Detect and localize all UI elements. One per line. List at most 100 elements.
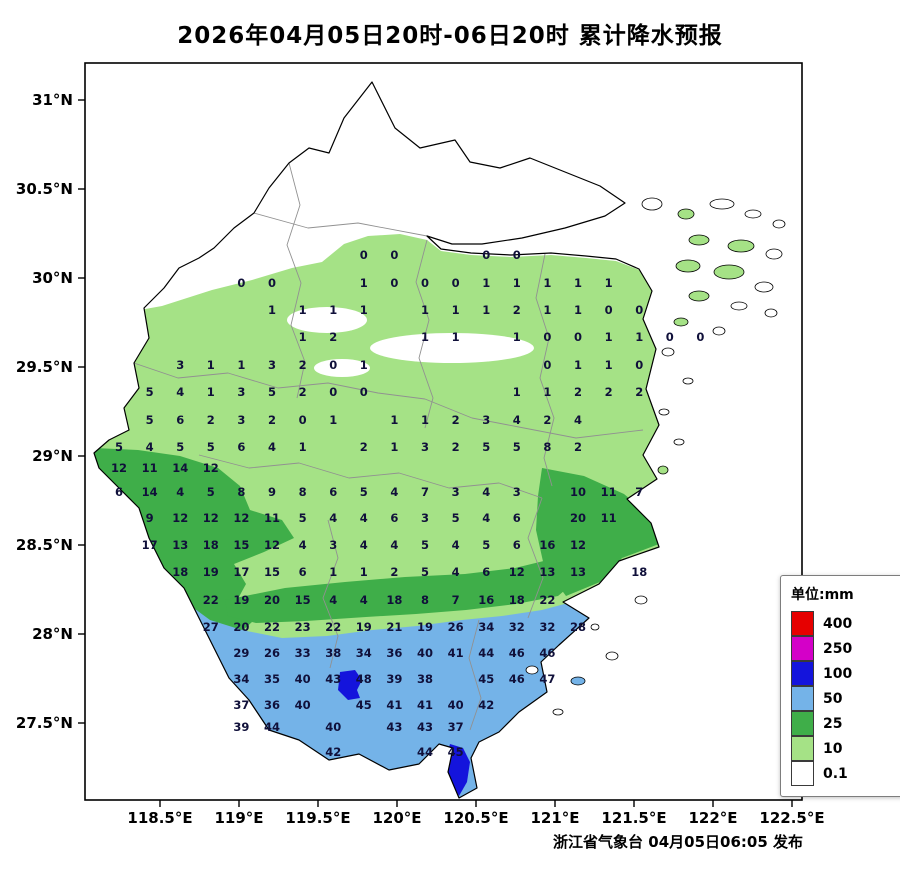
precip-value: 6 — [329, 485, 337, 499]
precip-value: 22 — [203, 593, 219, 607]
precip-value: 4 — [452, 565, 460, 579]
precip-value: 2 — [268, 413, 276, 427]
precip-value: 2 — [299, 385, 307, 399]
plot-frame — [84, 62, 803, 801]
island — [552, 708, 564, 716]
region-blue-spot — [338, 670, 362, 700]
precip-value: 1 — [635, 330, 643, 344]
precip-value: 12 — [203, 461, 219, 475]
precip-value: 1 — [605, 358, 613, 372]
precip-value: 15 — [295, 593, 311, 607]
precip-value: 41 — [386, 698, 402, 712]
legend-entry: 25 — [791, 710, 897, 736]
precip-value: 4 — [482, 511, 490, 525]
lon-tick-label: 121°E — [530, 809, 579, 827]
precip-value: 1 — [452, 303, 460, 317]
precip-value: 15 — [264, 565, 280, 579]
precip-value: 1 — [482, 303, 490, 317]
page-title: 2026年04月05日20时-06日20时 累计降水预报 — [177, 23, 723, 49]
precip-value: 18 — [172, 565, 188, 579]
precip-value: 5 — [146, 385, 154, 399]
precip-value: 2 — [207, 413, 215, 427]
precip-value: 14 — [142, 485, 158, 499]
precip-value: 1 — [605, 330, 613, 344]
precip-value: 40 — [417, 646, 433, 660]
legend-entry: 250 — [791, 635, 897, 661]
precip-value: 42 — [478, 698, 494, 712]
precip-value: 4 — [176, 485, 184, 499]
precip-value: 4 — [482, 485, 490, 499]
precip-value: 11 — [601, 511, 617, 525]
precip-value: 4 — [268, 440, 276, 454]
precip-value: 5 — [207, 440, 215, 454]
lon-tick-label: 120.5°E — [443, 809, 508, 827]
precip-value: 13 — [570, 565, 586, 579]
precip-value: 17 — [142, 538, 158, 552]
precip-value: 0 — [329, 385, 337, 399]
legend-entry: 10 — [791, 735, 897, 761]
precip-value: 0 — [390, 276, 398, 290]
legend-swatch — [791, 660, 814, 686]
precip-value: 45 — [356, 698, 372, 712]
precip-value: 39 — [233, 720, 249, 734]
legend-swatch — [791, 760, 814, 786]
lon-tick-label: 120°E — [372, 809, 421, 827]
precip-value: 37 — [233, 698, 249, 712]
lat-tick-label: 28.5°N — [16, 536, 73, 554]
precip-value: 0 — [299, 413, 307, 427]
precip-value: 4 — [452, 538, 460, 552]
precip-value: 42 — [325, 745, 341, 759]
province-boundary — [93, 81, 660, 799]
precip-value: 18 — [631, 565, 647, 579]
legend-label: 100 — [823, 665, 853, 682]
precip-value: 5 — [115, 440, 123, 454]
island — [688, 234, 710, 246]
island — [677, 208, 695, 220]
precip-value: 6 — [176, 413, 184, 427]
islands-layer — [525, 197, 786, 716]
precip-value: 47 — [539, 672, 555, 686]
precip-value: 44 — [264, 720, 280, 734]
precip-value: 4 — [299, 538, 307, 552]
lat-tick-label: 30.5°N — [16, 180, 73, 198]
precip-value: 5 — [482, 538, 490, 552]
lon-tick-label: 121.5°E — [601, 809, 666, 827]
precip-value: 2 — [635, 385, 643, 399]
precip-value: 1 — [299, 440, 307, 454]
legend-label: 10 — [823, 740, 843, 757]
precip-value: 46 — [539, 646, 555, 660]
precip-value: 11 — [264, 511, 280, 525]
legend-swatch — [791, 610, 814, 636]
precip-value: 0 — [605, 303, 613, 317]
island — [712, 326, 726, 336]
precip-value: 27 — [203, 620, 219, 634]
precip-value: 5 — [146, 413, 154, 427]
precip-value: 3 — [329, 538, 337, 552]
precip-value: 38 — [325, 646, 341, 660]
legend-entry: 0.1 — [791, 760, 897, 786]
precip-value: 1 — [482, 276, 490, 290]
precip-value: 12 — [509, 565, 525, 579]
precip-value: 1 — [421, 413, 429, 427]
precip-value: 2 — [543, 413, 551, 427]
county-boundaries — [133, 162, 644, 731]
island — [675, 259, 701, 273]
precip-value: 41 — [448, 646, 464, 660]
precip-value: 1 — [268, 303, 276, 317]
precip-value: 1 — [360, 276, 368, 290]
precip-value: 1 — [452, 330, 460, 344]
precip-value: 7 — [421, 485, 429, 499]
precip-value: 23 — [295, 620, 311, 634]
precip-value: 1 — [207, 385, 215, 399]
precip-value: 19 — [417, 620, 433, 634]
island — [688, 290, 710, 302]
precip-value: 41 — [417, 698, 433, 712]
precip-value: 0 — [482, 248, 490, 262]
precip-value: 8 — [421, 593, 429, 607]
island — [730, 301, 748, 311]
precip-value: 12 — [264, 538, 280, 552]
precip-value: 4 — [329, 511, 337, 525]
precip-value: 34 — [356, 646, 372, 660]
precip-value: 46 — [509, 646, 525, 660]
precip-value: 1 — [574, 303, 582, 317]
